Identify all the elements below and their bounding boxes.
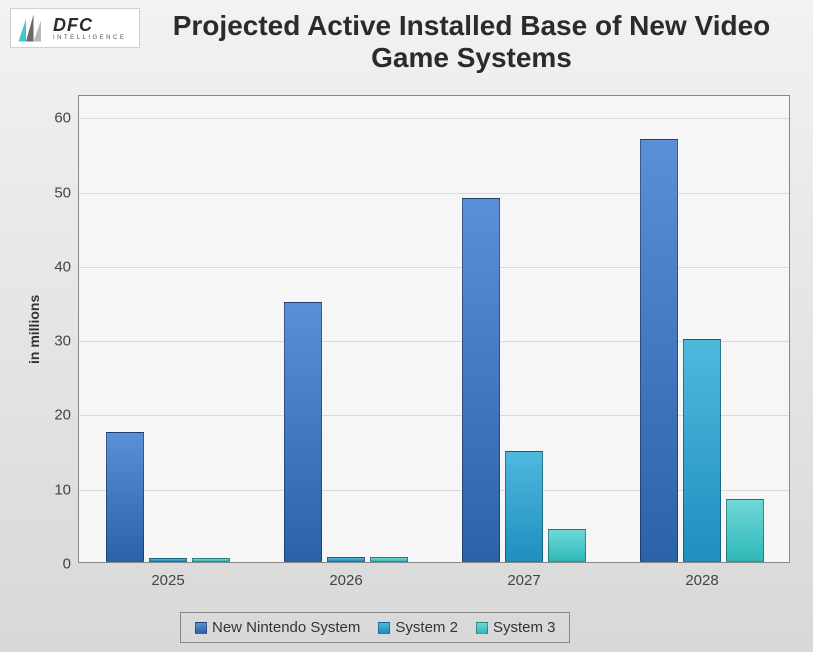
x-tick-label: 2025: [151, 562, 184, 589]
bar: [726, 499, 764, 562]
x-tick-label: 2026: [329, 562, 362, 589]
gridline: [79, 267, 789, 268]
y-tick-label: 10: [54, 481, 79, 498]
bar: [548, 529, 586, 562]
bar: [192, 558, 230, 562]
bar: [505, 451, 543, 562]
bar: [640, 139, 678, 562]
legend-label: System 2: [395, 619, 458, 636]
gridline: [79, 118, 789, 119]
bar: [370, 557, 408, 562]
logo-text: DFC INTELLIGENCE: [53, 16, 126, 41]
logo-sub: INTELLIGENCE: [53, 35, 126, 41]
bar: [149, 558, 187, 562]
y-tick-label: 50: [54, 184, 79, 201]
legend-label: System 3: [493, 619, 556, 636]
bar: [106, 432, 144, 562]
logo-mark-icon: [17, 13, 47, 43]
y-tick-label: 0: [63, 556, 79, 573]
legend-label: New Nintendo System: [212, 619, 360, 636]
y-tick-label: 40: [54, 258, 79, 275]
x-tick-label: 2028: [685, 562, 718, 589]
logo-main: DFC: [53, 16, 126, 34]
chart-title: Projected Active Installed Base of New V…: [150, 10, 793, 74]
chart-container: DFC INTELLIGENCE Projected Active Instal…: [0, 0, 813, 652]
bar: [284, 302, 322, 562]
y-tick-label: 60: [54, 110, 79, 127]
y-tick-label: 30: [54, 333, 79, 350]
plot-area: 01020304050602025202620272028: [78, 95, 790, 563]
legend-item: System 3: [476, 619, 556, 636]
bar: [462, 198, 500, 562]
bar: [683, 339, 721, 562]
legend-swatch: [195, 622, 207, 634]
y-tick-label: 20: [54, 407, 79, 424]
logo: DFC INTELLIGENCE: [10, 8, 140, 48]
legend-item: System 2: [378, 619, 458, 636]
legend-item: New Nintendo System: [195, 619, 360, 636]
legend-swatch: [476, 622, 488, 634]
bar: [327, 557, 365, 562]
gridline: [79, 193, 789, 194]
y-axis-label: in millions: [26, 295, 42, 364]
legend: New Nintendo System System 2 System 3: [180, 612, 570, 643]
x-tick-label: 2027: [507, 562, 540, 589]
legend-swatch: [378, 622, 390, 634]
